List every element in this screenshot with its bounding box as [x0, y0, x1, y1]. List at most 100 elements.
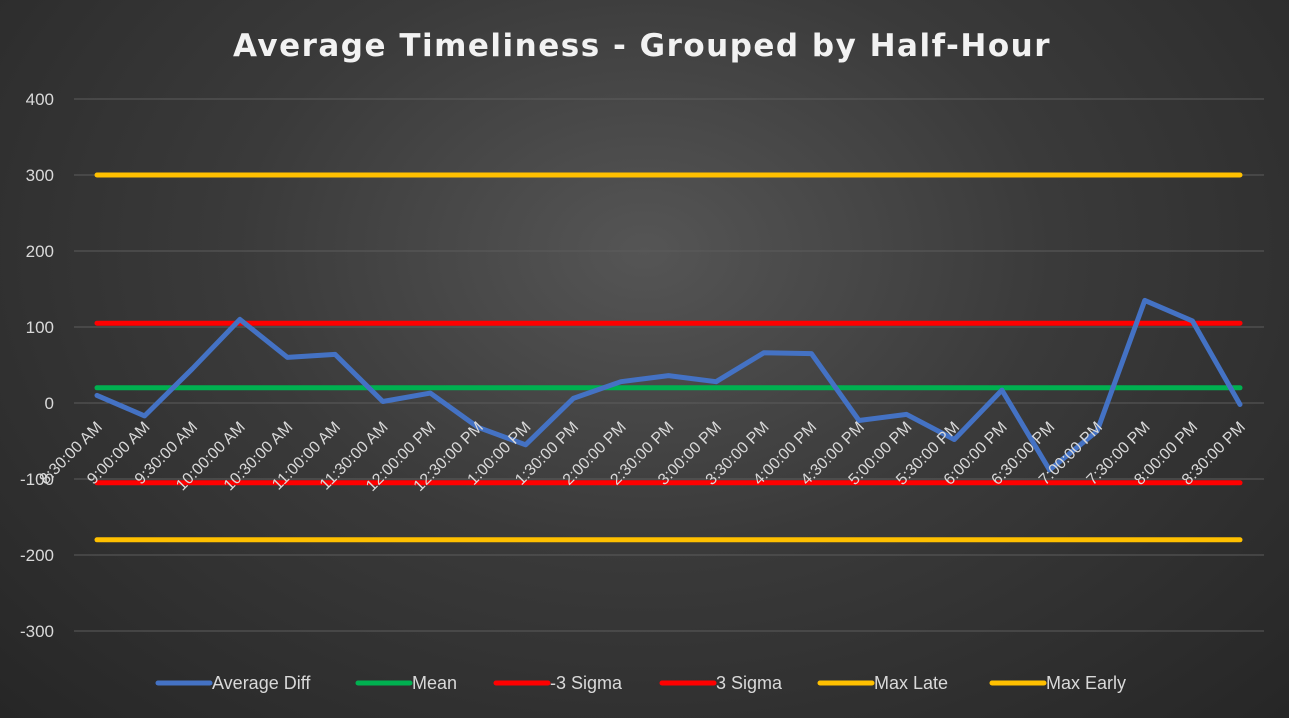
data-point-max-late: [667, 173, 670, 177]
data-point-3-sigma: [905, 481, 909, 485]
data-point-max-late: [381, 173, 385, 177]
data-point-max-early: [762, 538, 766, 542]
data-point-mean: [571, 386, 575, 390]
data-point-mean: [524, 386, 528, 390]
data-point-max-early: [1143, 538, 1147, 542]
data-point-mean: [1048, 386, 1051, 390]
data-point-3-sigma: [190, 321, 194, 325]
data-point-max-late: [714, 173, 718, 177]
data-point-max-early: [905, 538, 909, 542]
data-point-3-sigma: [476, 321, 480, 325]
legend-label: Max Late: [874, 673, 948, 693]
data-point-3-sigma: [1238, 481, 1242, 485]
data-point-mean: [762, 386, 766, 390]
data-point-max-late: [905, 173, 909, 177]
data-point-average-diff: [762, 351, 766, 355]
data-point-max-early: [619, 538, 623, 542]
data-point-mean: [1143, 386, 1147, 390]
data-point-mean: [190, 386, 194, 390]
data-point-max-late: [952, 173, 956, 177]
data-point-average-diff: [238, 317, 242, 321]
data-point-average-diff: [1143, 298, 1147, 302]
data-point-average-diff: [524, 443, 528, 447]
data-point-mean: [619, 386, 623, 390]
data-point-max-late: [95, 173, 99, 177]
data-point-max-late: [571, 173, 575, 177]
legend-item-max-early: Max Early: [989, 673, 1126, 693]
data-point-average-diff: [190, 367, 194, 371]
data-point-max-late: [190, 173, 194, 177]
data-point-3-sigma: [143, 481, 147, 485]
data-point-average-diff: [952, 437, 956, 441]
y-tick-label: 0: [45, 394, 54, 413]
data-point-3-sigma: [857, 321, 861, 325]
data-point-max-late: [1048, 173, 1051, 177]
y-tick-label: -300: [20, 622, 54, 641]
data-point-3-sigma: [667, 321, 670, 325]
data-point-max-late: [619, 173, 623, 177]
legend-label: Average Diff: [212, 673, 311, 693]
data-point-3-sigma: [714, 481, 718, 485]
data-point-average-diff: [809, 352, 813, 356]
data-point-max-late: [143, 173, 147, 177]
data-point-max-late: [333, 173, 337, 177]
data-point-3-sigma: [238, 481, 242, 485]
data-point-average-diff: [857, 418, 861, 422]
data-point-3-sigma: [1143, 481, 1147, 485]
data-point-3-sigma: [333, 481, 337, 485]
legend: Average Diff Mean -3 Sigma 3 Sigma Max Late M…: [155, 673, 1126, 693]
data-point-3-sigma: [524, 481, 528, 485]
data-point-3-sigma: [286, 481, 289, 485]
data-point-3-sigma: [286, 321, 289, 325]
data-point-average-diff: [333, 352, 337, 356]
data-point-max-late: [238, 173, 242, 177]
data-point-3-sigma: [1095, 321, 1099, 325]
data-point-3-sigma: [333, 321, 337, 325]
data-point-3-sigma: [1095, 481, 1099, 485]
legend-item-3-sigma: -3 Sigma: [493, 673, 623, 693]
data-point-average-diff: [714, 380, 718, 384]
data-point-average-diff: [381, 399, 385, 403]
data-point-3-sigma: [381, 321, 385, 325]
data-point-average-diff: [428, 391, 432, 395]
data-point-3-sigma: [857, 481, 861, 485]
data-point-average-diff: [286, 355, 289, 359]
data-point-average-diff: [667, 374, 670, 378]
data-point-3-sigma: [571, 321, 575, 325]
data-point-3-sigma: [143, 321, 147, 325]
data-point-3-sigma: [1238, 321, 1242, 325]
data-point-max-early: [667, 538, 670, 542]
legend-item-3-sigma: 3 Sigma: [659, 673, 783, 693]
data-point-max-late: [428, 173, 432, 177]
data-point-3-sigma: [667, 481, 670, 485]
data-point-max-early: [1238, 538, 1242, 542]
data-point-mean: [428, 386, 432, 390]
data-point-max-late: [809, 173, 813, 177]
y-tick-label: 400: [26, 90, 54, 109]
data-point-max-early: [428, 538, 432, 542]
data-point-3-sigma: [762, 481, 766, 485]
data-point-3-sigma: [714, 321, 718, 325]
data-point-mean: [333, 386, 337, 390]
data-point-average-diff: [143, 414, 147, 418]
data-point-average-diff: [1000, 388, 1004, 392]
data-point-max-early: [143, 538, 147, 542]
data-point-3-sigma: [428, 321, 432, 325]
data-point-max-early: [1000, 538, 1004, 542]
data-point-max-late: [1000, 173, 1004, 177]
data-point-max-early: [286, 538, 289, 542]
legend-label: Max Early: [1046, 673, 1126, 693]
data-point-mean: [1238, 386, 1242, 390]
data-point-mean: [952, 386, 956, 390]
data-point-max-late: [762, 173, 766, 177]
data-point-average-diff: [571, 396, 575, 400]
data-point-3-sigma: [476, 481, 480, 485]
data-point-max-late: [1143, 173, 1147, 177]
y-tick-label: -200: [20, 546, 54, 565]
data-point-3-sigma: [1000, 481, 1004, 485]
data-point-max-early: [476, 538, 480, 542]
data-point-3-sigma: [762, 321, 766, 325]
data-point-mean: [905, 386, 909, 390]
data-point-mean: [143, 386, 147, 390]
